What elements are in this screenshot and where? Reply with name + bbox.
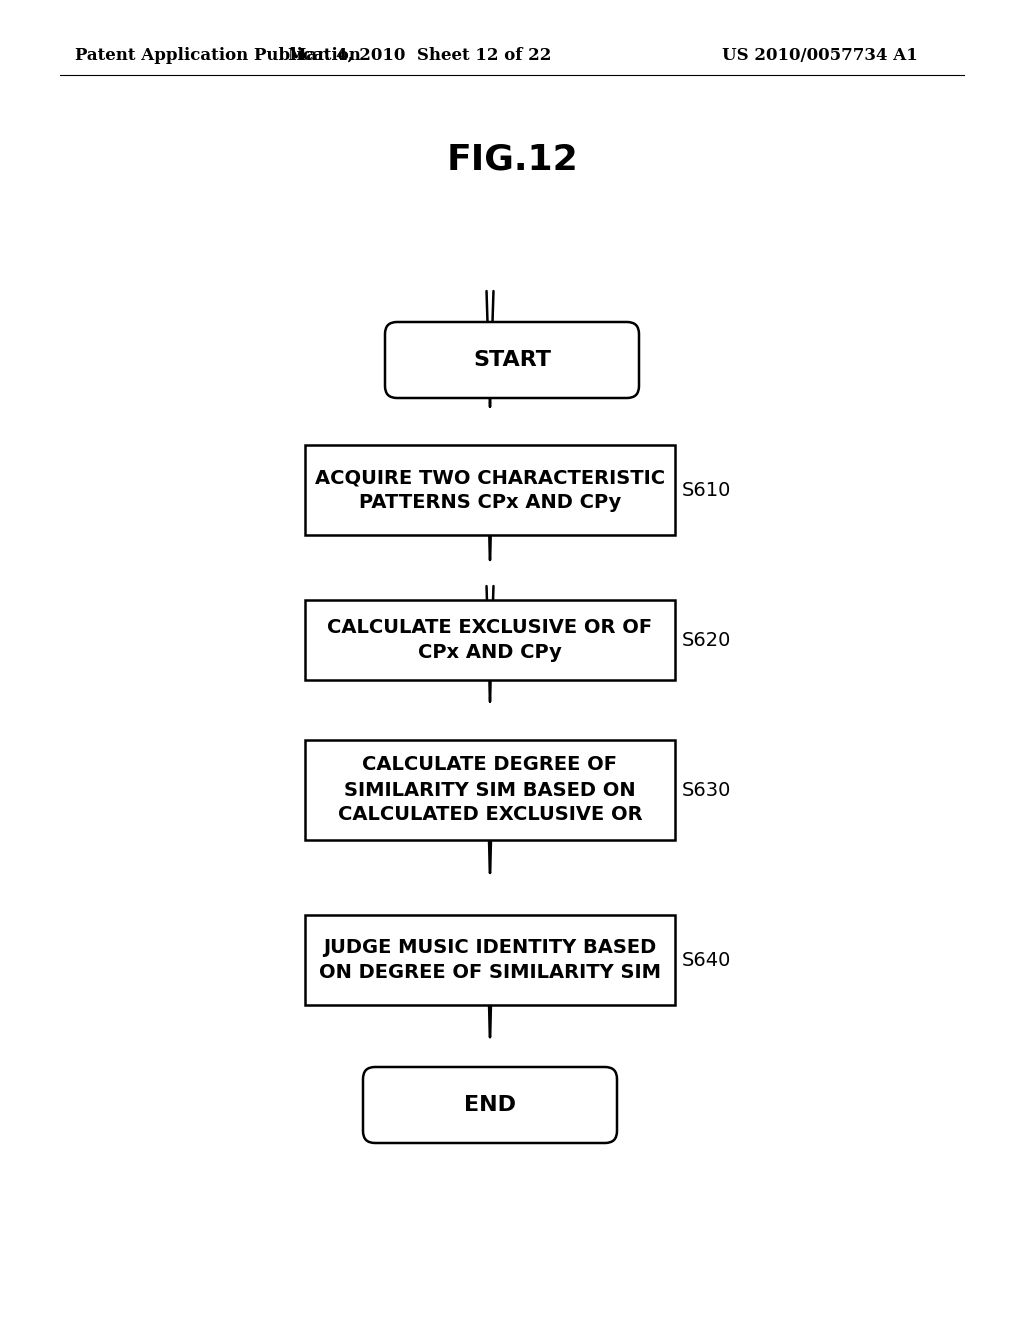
FancyBboxPatch shape (385, 322, 639, 399)
Bar (305, 601, 675, 680)
FancyBboxPatch shape (362, 1067, 617, 1143)
Text: ACQUIRE TWO CHARACTERISTIC
PATTERNS CPx AND CPy: ACQUIRE TWO CHARACTERISTIC PATTERNS CPx … (315, 469, 665, 512)
Text: Mar. 4, 2010  Sheet 12 of 22: Mar. 4, 2010 Sheet 12 of 22 (289, 46, 552, 63)
Text: CALCULATE EXCLUSIVE OR OF
CPx AND CPy: CALCULATE EXCLUSIVE OR OF CPx AND CPy (328, 618, 652, 663)
Text: START: START (473, 350, 551, 370)
Text: S610: S610 (682, 480, 731, 499)
Text: JUDGE MUSIC IDENTITY BASED
ON DEGREE OF SIMILARITY SIM: JUDGE MUSIC IDENTITY BASED ON DEGREE OF … (319, 939, 662, 982)
Text: FIG.12: FIG.12 (446, 143, 578, 177)
Text: END: END (464, 1096, 516, 1115)
Text: S640: S640 (682, 950, 731, 969)
Text: S620: S620 (682, 631, 731, 649)
Bar (305, 915, 675, 1005)
Bar (305, 741, 675, 840)
Text: Patent Application Publication: Patent Application Publication (75, 46, 360, 63)
Text: CALCULATE DEGREE OF
SIMILARITY SIM BASED ON
CALCULATED EXCLUSIVE OR: CALCULATE DEGREE OF SIMILARITY SIM BASED… (338, 755, 642, 825)
Text: S630: S630 (682, 780, 731, 800)
Bar (305, 445, 675, 535)
Text: US 2010/0057734 A1: US 2010/0057734 A1 (722, 46, 918, 63)
